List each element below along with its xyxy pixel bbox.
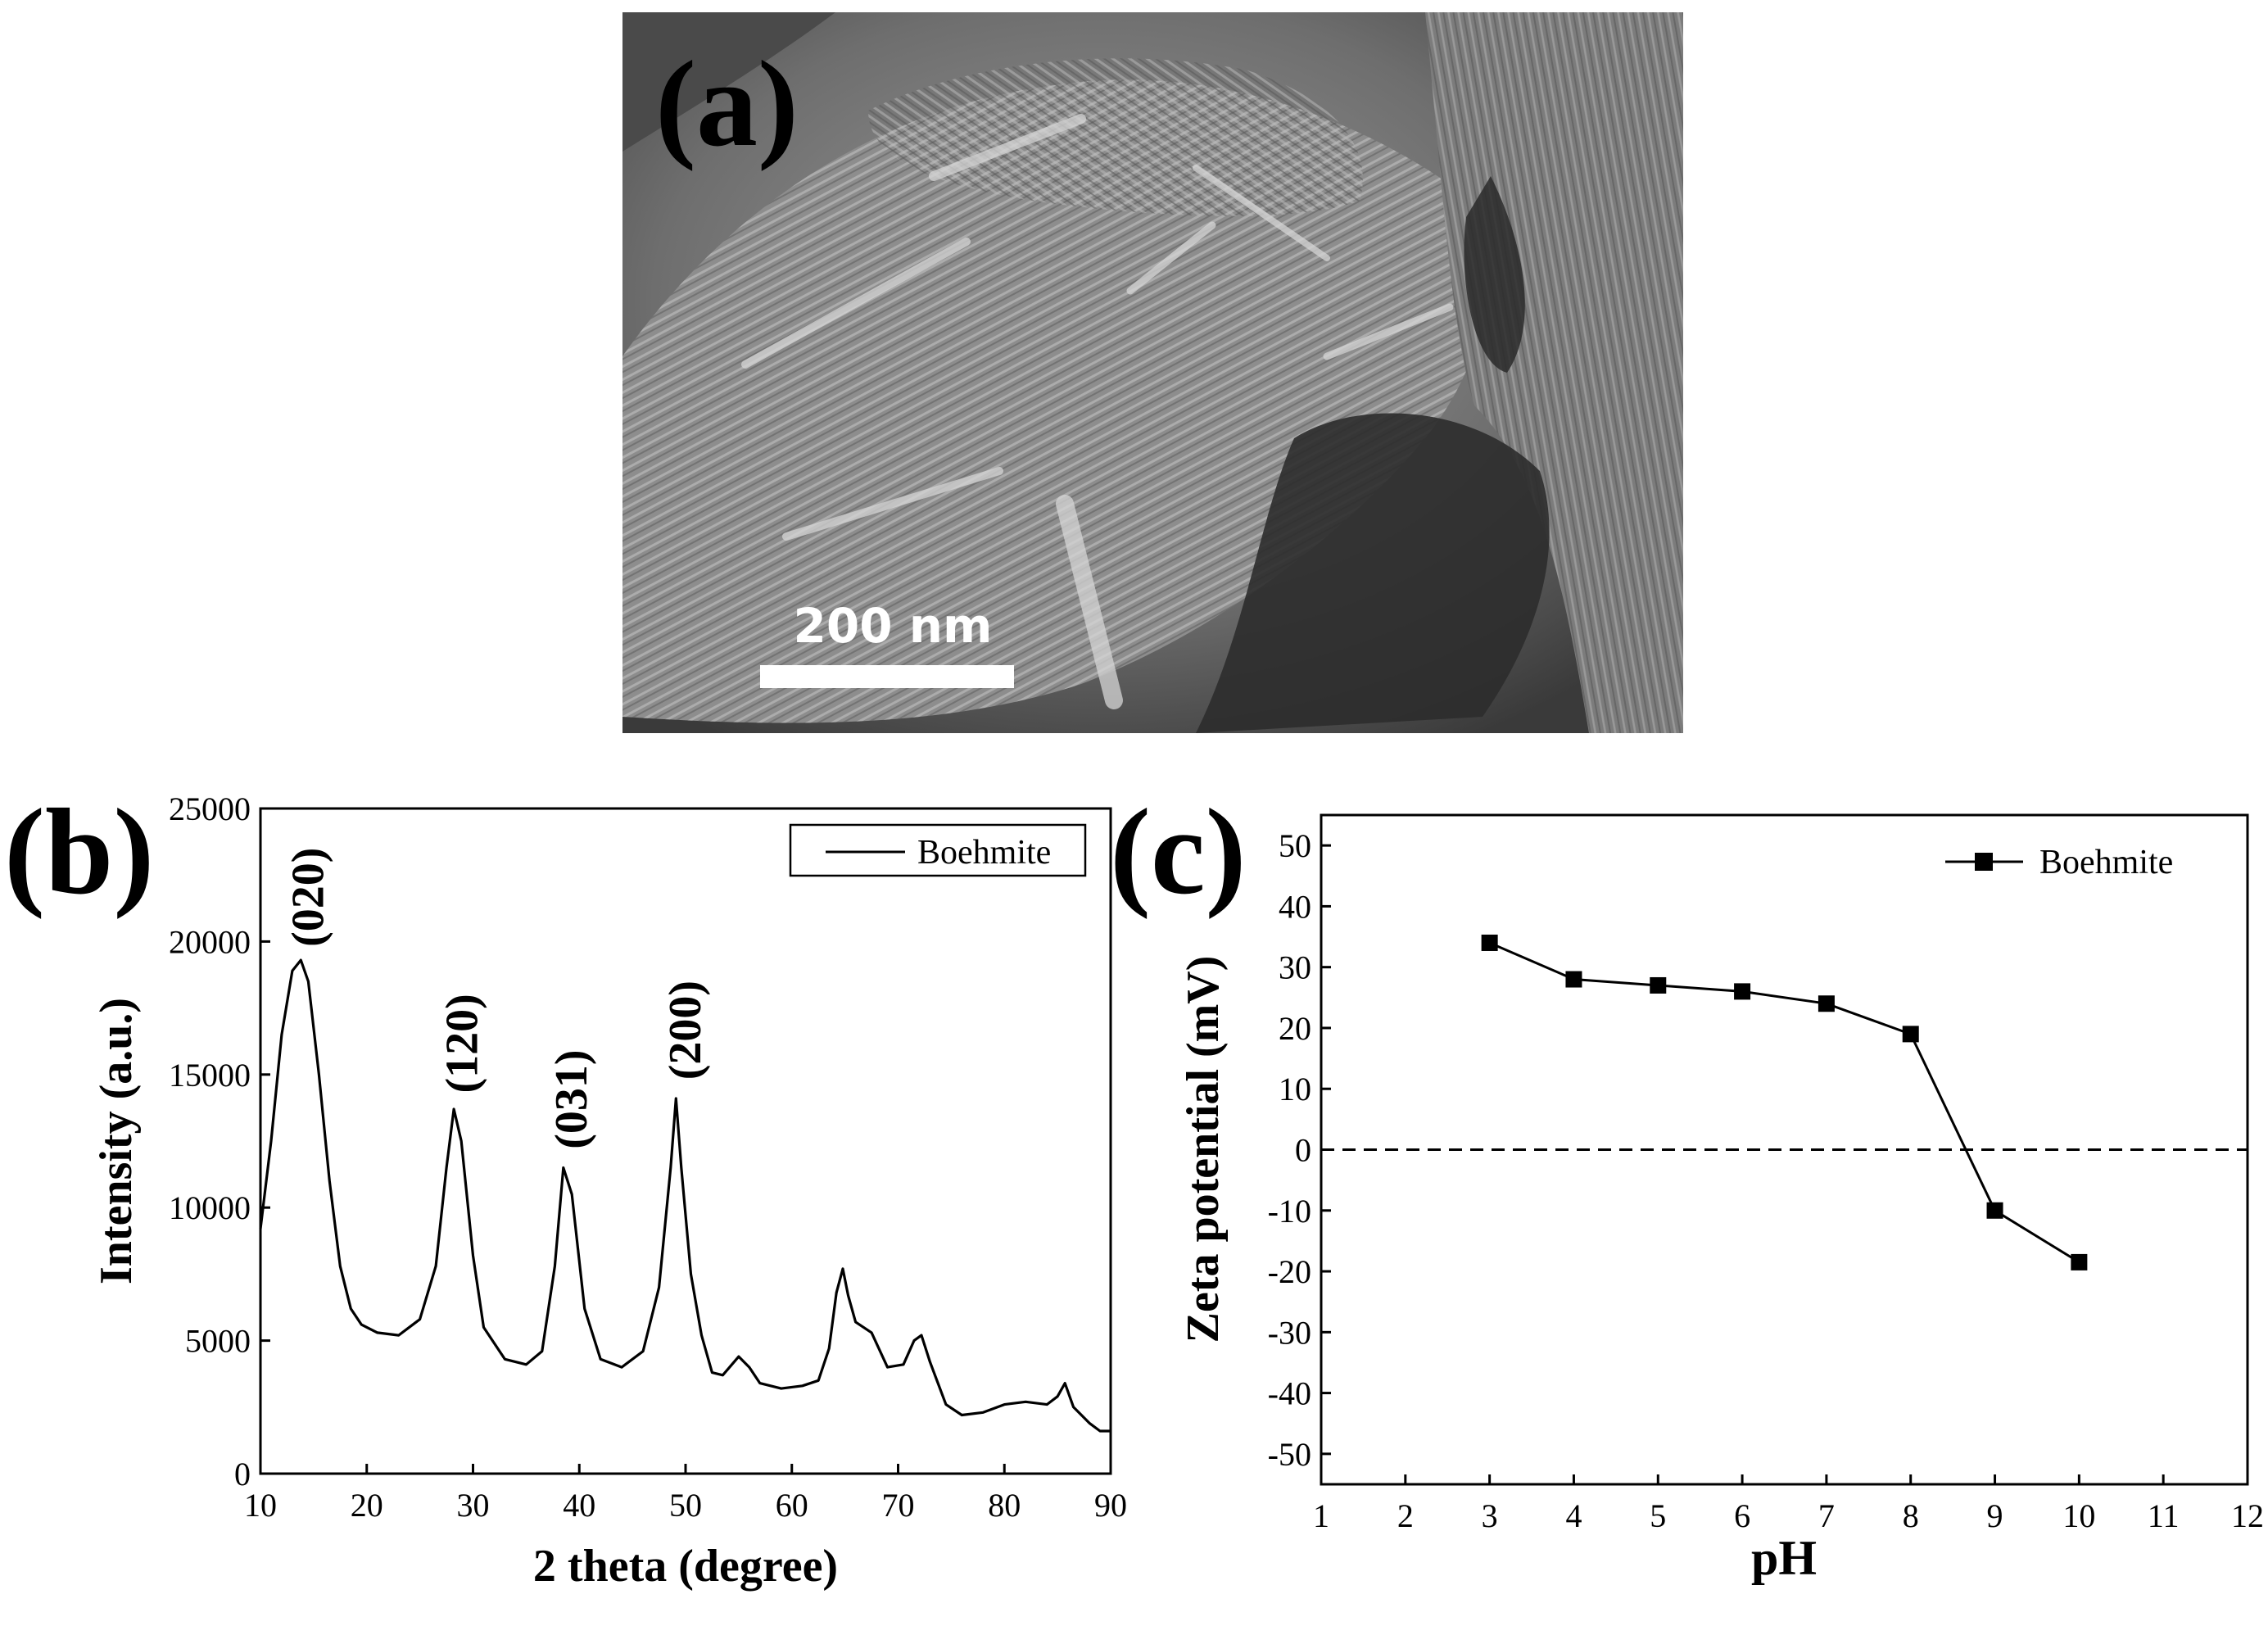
zeta-y-tick-label: 10 — [1279, 1071, 1311, 1107]
panel-c-label: (c) — [1110, 784, 1247, 920]
xrd-peak-label: (120) — [437, 994, 488, 1093]
zeta-ticks: 1 2 3 4 5 6 7 8 9 10 11 1250403020100-10-20-30-40-5… — [1268, 827, 2264, 1534]
zeta-point — [1734, 983, 1751, 1000]
xrd-plot-frame — [259, 807, 1112, 1475]
zeta-x-tick-label: 7 — [1818, 1497, 1835, 1534]
zeta-y-tick-label: -20 — [1268, 1253, 1311, 1290]
zeta-x-tick-label: 6 — [1734, 1497, 1750, 1534]
xrd-y-axis-title: Intensity (a.u.) — [91, 998, 142, 1284]
xrd-x-tick-label: 20 — [351, 1487, 383, 1524]
xrd-y-tick-label: 20000 — [169, 923, 251, 960]
zeta-y-tick-label: -40 — [1268, 1375, 1311, 1412]
xrd-y-tick-label: 5000 — [185, 1323, 251, 1360]
xrd-peak-labels: (020) (120) (031) (200) — [283, 848, 711, 1149]
zeta-legend-marker — [1975, 853, 1993, 871]
xrd-x-tick-label: 50 — [669, 1487, 702, 1524]
zeta-y-tick-label: 40 — [1279, 888, 1311, 925]
zeta-y-tick-label: 30 — [1279, 949, 1311, 986]
xrd-x-tick-label: 60 — [776, 1487, 808, 1524]
xrd-x-tick-label: 40 — [563, 1487, 595, 1524]
zeta-y-tick-label: 20 — [1279, 1010, 1311, 1047]
panel-a-label: (a) — [655, 36, 799, 172]
zeta-x-tick-label: 10 — [2062, 1497, 2095, 1534]
sem-texture — [622, 12, 1683, 733]
zeta-point — [1650, 976, 1667, 994]
zeta-y-tick-label: 0 — [1295, 1132, 1311, 1169]
zeta-x-tick-label: 11 — [2148, 1497, 2180, 1534]
zeta-y-tick-label: -10 — [1268, 1193, 1311, 1230]
panel-b-label: (b) — [4, 784, 155, 920]
zeta-point — [1986, 1202, 2003, 1219]
zeta-point — [1565, 971, 1582, 988]
xrd-legend-box — [789, 823, 1087, 877]
xrd-ticks: 10 20 30 40 50 60 70 80 90 0 5000 10000 15000 20000 25… — [169, 790, 1127, 1524]
xrd-x-tick-label: 30 — [457, 1487, 490, 1524]
xrd-y-tick-label: 25000 — [169, 790, 251, 827]
zeta-legend-label: Boehmite — [2039, 844, 2173, 881]
xrd-y-tick-label: 0 — [234, 1456, 251, 1492]
zeta-point — [1902, 1026, 1919, 1043]
xrd-peak-label: (200) — [660, 981, 711, 1080]
xrd-series-boehmite — [259, 958, 1111, 1433]
scale-bar — [760, 665, 1014, 688]
xrd-x-axis-title: 2 theta (degree) — [533, 1541, 838, 1592]
zeta-point — [2071, 1253, 2088, 1270]
zeta-series-boehmite — [1489, 941, 2080, 1264]
zeta-x-tick-label: 1 — [1313, 1497, 1329, 1534]
xrd-y-tick-label: 10000 — [169, 1189, 251, 1226]
sem-micrograph — [622, 12, 1683, 733]
zeta-x-tick-label: 3 — [1482, 1497, 1498, 1534]
zeta-x-tick-label: 8 — [1903, 1497, 1919, 1534]
xrd-peak-label: (020) — [283, 848, 333, 947]
scale-bar-label: 200 nm — [793, 598, 993, 654]
zeta-x-axis-title: pH — [1751, 1531, 1817, 1585]
xrd-y-tick-label: 15000 — [169, 1057, 251, 1094]
zeta-markers — [1481, 934, 2088, 1270]
zeta-point — [1481, 934, 1498, 951]
zeta-x-tick-label: 2 — [1397, 1497, 1414, 1534]
zeta-y-tick-label: 50 — [1279, 827, 1311, 864]
xrd-x-tick-label: 70 — [882, 1487, 915, 1524]
xrd-legend-label: Boehmite — [917, 834, 1051, 872]
zeta-x-tick-label: 4 — [1565, 1497, 1582, 1534]
zeta-x-tick-label: 12 — [2231, 1497, 2264, 1534]
xrd-chart: 10 20 30 40 50 60 70 80 90 0 5000 10000 15000 20000 25… — [91, 790, 1127, 1592]
zeta-y-tick-label: -50 — [1268, 1436, 1311, 1473]
xrd-x-tick-label: 90 — [1094, 1487, 1127, 1524]
zeta-x-tick-label: 9 — [1987, 1497, 2003, 1534]
xrd-x-tick-label: 10 — [244, 1487, 277, 1524]
zeta-chart: 1 2 3 4 5 6 7 8 9 10 11 1250403020100-10-20-30-40-5… — [1178, 813, 2264, 1585]
xrd-x-tick-label: 80 — [988, 1487, 1021, 1524]
zeta-y-tick-label: -30 — [1268, 1314, 1311, 1351]
xrd-peak-label: (031) — [546, 1049, 597, 1148]
zeta-x-tick-label: 5 — [1650, 1497, 1666, 1534]
zeta-y-axis-title: Zeta potential (mV) — [1178, 956, 1229, 1343]
zeta-point — [1818, 995, 1835, 1012]
